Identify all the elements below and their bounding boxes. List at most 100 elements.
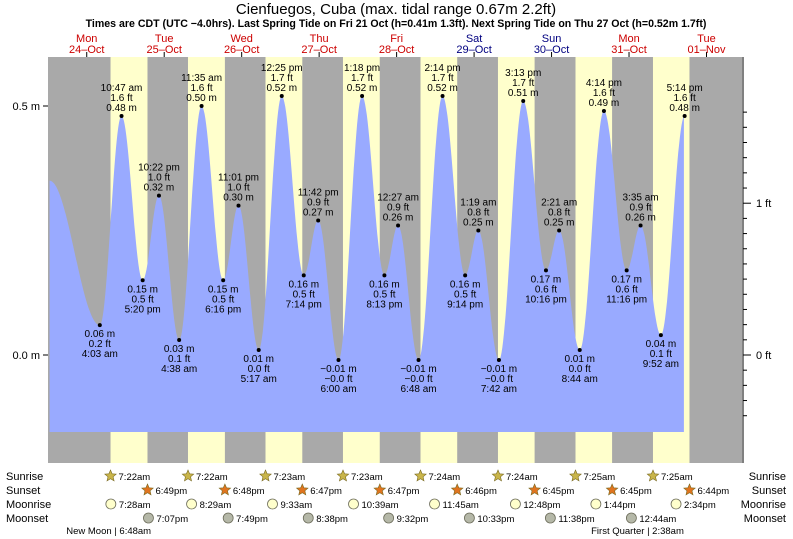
- tide-ft-label: 1.6 ft: [190, 83, 212, 94]
- tide-ft-label: 0.1 ft: [168, 354, 190, 365]
- tide-point: [463, 273, 468, 278]
- day-name: Sun: [542, 33, 562, 45]
- tide-ft-label: 0.5 ft: [132, 294, 154, 305]
- moonset-icon: [143, 512, 154, 524]
- tide-ft-label: 0.6 ft: [616, 284, 638, 295]
- tide-ft-label: −0.0 ft: [324, 374, 352, 385]
- day-date: 24–Oct: [69, 44, 104, 56]
- tide-time-label: 4:38 am: [161, 364, 197, 375]
- tide-m-label: 0.52 m: [427, 83, 458, 94]
- moonrise-time: 2:34pm: [684, 500, 716, 511]
- tide-time-label: 7:14 pm: [286, 299, 322, 310]
- tide-ft-label: 1.6 ft: [110, 93, 132, 104]
- tide-ft-label: 1.7 ft: [431, 73, 453, 84]
- tide-point: [396, 223, 401, 228]
- tide-m-label: 0.06 m: [85, 329, 116, 340]
- tide-m-label: 0.15 m: [127, 284, 158, 295]
- moonrise-icon: [348, 498, 359, 510]
- tide-time-label: 9:52 am: [643, 359, 679, 370]
- tide-time-label: 12:27 am: [377, 193, 419, 204]
- tide-point: [521, 99, 526, 104]
- day-date: 30–Oct: [534, 44, 569, 56]
- sun-star-icon: [295, 483, 309, 496]
- sunset-time: 6:46pm: [465, 486, 497, 497]
- sunset-time: 6:48pm: [233, 486, 265, 497]
- tide-time-label: 7:42 am: [481, 384, 517, 395]
- tide-time-label: 1:19 am: [460, 198, 496, 209]
- sun-star-icon: [336, 469, 350, 482]
- moonset-time: 10:33pm: [477, 514, 514, 525]
- tide-time-label: 5:17 am: [241, 374, 277, 385]
- sun-star-icon: [181, 469, 195, 482]
- tide-point: [336, 357, 341, 362]
- tide-time-label: 2:21 am: [541, 198, 577, 209]
- tide-ft-label: 0.5 ft: [454, 289, 476, 300]
- moonrise-icon: [267, 498, 278, 510]
- tide-m-label: 0.26 m: [625, 213, 656, 224]
- tide-point: [476, 228, 481, 233]
- sun-star-icon: [605, 483, 619, 496]
- moonset-icon: [544, 512, 556, 524]
- tide-m-label: 0.50 m: [186, 93, 217, 104]
- moonrise-icon: [510, 498, 521, 510]
- moonrise-time: 10:39am: [362, 500, 399, 511]
- tide-time-label: 6:16 pm: [205, 304, 241, 315]
- tide-time-label: 5:14 pm: [667, 83, 703, 94]
- tide-ft-label: 1.0 ft: [227, 183, 249, 194]
- sunrise-time: 7:22am: [196, 472, 228, 483]
- sun-star-icon: [491, 469, 505, 482]
- tide-m-label: 0.52 m: [347, 83, 378, 94]
- moonset-icon: [222, 512, 234, 524]
- moonset-icon: [302, 512, 314, 524]
- tide-ft-label: 1.6 ft: [674, 93, 696, 104]
- tide-time-label: 3:13 pm: [505, 68, 541, 79]
- tide-ft-label: 1.7 ft: [512, 78, 534, 89]
- tide-ft-label: 0.8 ft: [548, 208, 570, 219]
- tide-point: [301, 273, 306, 278]
- tide-m-label: 0.16 m: [450, 279, 481, 290]
- tide-time-label: 11:16 pm: [606, 294, 647, 305]
- moonset-time: 12:44am: [639, 514, 676, 525]
- tide-area: [49, 96, 684, 432]
- tide-time-label: 8:44 am: [562, 374, 598, 385]
- moon-phase-label: First Quarter | 2:38am: [591, 526, 684, 537]
- sunset-time: 6:45pm: [543, 486, 575, 497]
- moonrise-icon: [186, 498, 197, 510]
- tide-m-label: 0.01 m: [564, 354, 595, 365]
- sunrise-time: 7:24am: [506, 472, 538, 483]
- tide-time-label: 5:20 pm: [125, 304, 161, 315]
- moonrise-icon: [105, 498, 117, 510]
- day-date: 28–Oct: [379, 44, 414, 56]
- tide-time-label: 10:47 am: [101, 83, 143, 94]
- day-date: 25–Oct: [146, 44, 181, 56]
- astro-row-label-right-moonrise: Moonrise: [741, 499, 786, 511]
- tide-m-label: 0.48 m: [669, 103, 700, 114]
- tide-point: [624, 268, 629, 273]
- tide-time-label: 12:25 pm: [261, 63, 303, 74]
- tide-m-label: 0.25 m: [544, 218, 575, 229]
- moonset-icon: [383, 512, 395, 524]
- astro-row-label-moonrise: Moonrise: [6, 499, 51, 511]
- y-tick-label-ft: 1 ft: [756, 198, 771, 210]
- tide-point: [638, 223, 643, 228]
- tide-time-label: 4:14 pm: [586, 78, 622, 89]
- day-date: 27–Oct: [301, 44, 336, 56]
- day-name: Mon: [76, 33, 97, 45]
- moonset-icon: [464, 512, 475, 524]
- tide-ft-label: 1.6 ft: [593, 88, 615, 99]
- tide-point: [140, 278, 145, 283]
- tide-point: [496, 357, 501, 362]
- tide-m-label: 0.32 m: [144, 183, 175, 194]
- tide-time-label: 8:13 pm: [366, 299, 402, 310]
- day-date: 31–Oct: [611, 44, 646, 56]
- tide-ft-label: 0.1 ft: [650, 349, 672, 360]
- tide-point: [199, 104, 204, 108]
- moonrise-time: 9:33am: [281, 500, 313, 511]
- tide-time-label: 10:16 pm: [525, 294, 567, 305]
- tide-point: [97, 323, 102, 328]
- tide-m-label: 0.04 m: [646, 339, 677, 350]
- day-name: Fri: [390, 33, 403, 45]
- tide-m-label: 0.03 m: [164, 344, 195, 355]
- tide-point: [658, 333, 663, 338]
